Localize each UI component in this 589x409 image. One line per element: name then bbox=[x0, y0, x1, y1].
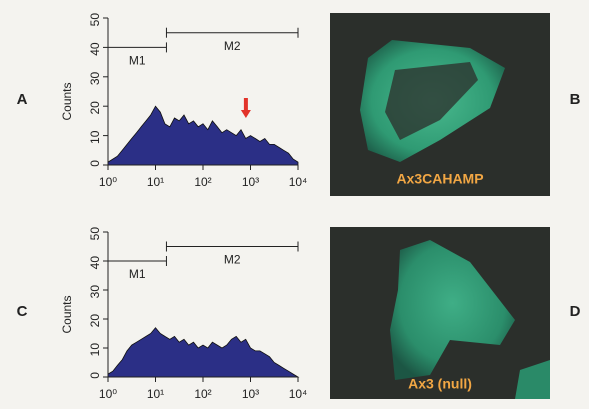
x-tick-label: 10¹ bbox=[147, 387, 164, 401]
y-tick-label: 50 bbox=[88, 227, 102, 241]
x-tick-label: 10⁴ bbox=[289, 387, 308, 401]
y-tick-label: 0 bbox=[88, 160, 102, 167]
y-tick-label: 40 bbox=[88, 256, 102, 270]
gate-label: M2 bbox=[224, 39, 241, 53]
y-tick-label: 30 bbox=[88, 71, 102, 85]
chart: A Counts 0 10 20 30 40 50 10⁰ 10¹ 10² 10³ 10⁴ M1 M2 bbox=[17, 13, 308, 189]
y-tick-label: 10 bbox=[88, 343, 102, 357]
caption: Ax3 (null) bbox=[408, 376, 472, 392]
y-tick-label: 50 bbox=[88, 13, 102, 27]
histogram-fill bbox=[108, 106, 298, 165]
y-tick-label: 10 bbox=[88, 130, 102, 144]
arrow bbox=[241, 98, 251, 118]
y-tick-label: 20 bbox=[88, 314, 102, 328]
x-tick-label: 10⁰ bbox=[99, 175, 117, 189]
histogram-fill bbox=[108, 328, 298, 377]
caption: Ax3CAHAMP bbox=[396, 171, 483, 187]
y-tick-label: 0 bbox=[88, 372, 102, 379]
x-tick-label: 10³ bbox=[242, 387, 259, 401]
image-panel bbox=[330, 13, 550, 196]
y-axis-label: Counts bbox=[60, 82, 74, 120]
image-panel bbox=[330, 227, 550, 399]
y-tick-label: 40 bbox=[88, 42, 102, 56]
x-tick-label: 10⁰ bbox=[99, 387, 117, 401]
x-tick-label: 10⁴ bbox=[289, 175, 308, 189]
panel-label: B bbox=[570, 91, 581, 108]
x-tick-label: 10³ bbox=[242, 175, 259, 189]
chart: C Counts 0 10 20 30 40 50 10⁰ 10¹ 10² 10³ 10⁴ M1 M2 bbox=[17, 227, 308, 401]
panel-label: D bbox=[570, 303, 581, 320]
gate-label: M1 bbox=[129, 54, 146, 68]
gate-label: M1 bbox=[129, 267, 146, 281]
y-tick-label: 20 bbox=[88, 101, 102, 115]
y-tick-label: 30 bbox=[88, 285, 102, 299]
x-tick-label: 10² bbox=[194, 387, 211, 401]
x-tick-label: 10² bbox=[194, 175, 211, 189]
y-axis-label: Counts bbox=[60, 295, 74, 333]
panel-label: C bbox=[17, 303, 28, 320]
panel-label: A bbox=[17, 91, 28, 108]
x-tick-label: 10¹ bbox=[147, 175, 164, 189]
gate-label: M2 bbox=[224, 253, 241, 267]
figure: A Counts 0 10 20 30 40 50 10⁰ 10¹ 10² 10³ 10⁴ M1 M2 C Co… bbox=[0, 0, 589, 409]
